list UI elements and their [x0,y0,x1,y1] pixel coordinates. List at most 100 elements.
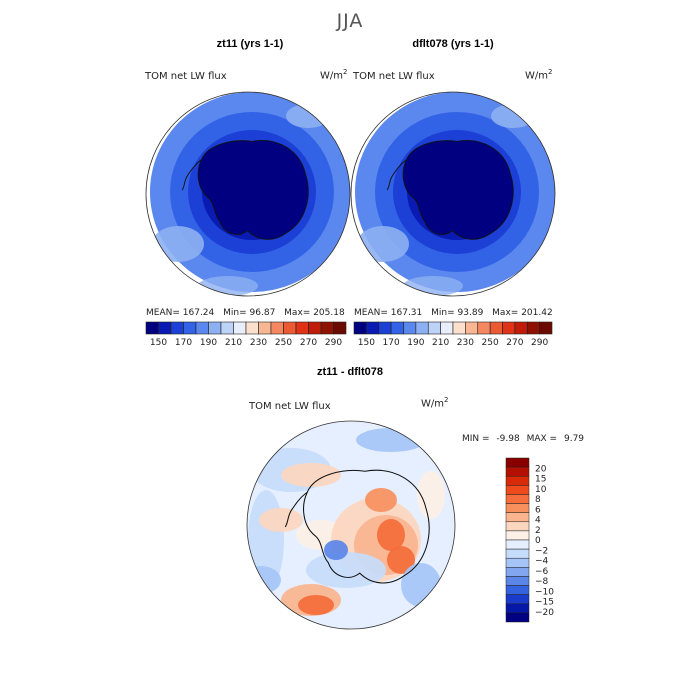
colorbar-tick-label: 190 [407,338,424,348]
colorbar-tick-label: −20 [535,608,554,618]
colorbar-tick-label: 250 [275,338,292,348]
colorbar-swatch [539,321,553,335]
colorbar-swatch [158,321,172,335]
colorbar-swatch [505,585,530,595]
colorbar-swatch [195,321,209,335]
colorbar-tick-label: 150 [358,338,375,348]
colorbar-tick-label: 210 [432,338,449,348]
colorbar-tick-label: −6 [535,567,549,577]
left-max-value: 205.18 [313,308,345,318]
contour-band [357,226,409,262]
right-min-value: 93.89 [457,308,484,318]
colorbar-tick-label: 2 [535,526,541,536]
colorbar-tick-label: −8 [535,577,549,587]
map-field [150,92,350,296]
colorbar-swatch [505,567,530,577]
colorbar-tick-label: 20 [535,464,547,474]
colorbar-swatch [505,503,530,513]
colorbar-tick-label: 270 [300,338,317,348]
colorbar-tick-label: 270 [506,338,523,348]
contour-band [417,471,445,519]
colorbar-swatch [505,521,530,532]
left-map [145,91,351,297]
colorbar-swatch [505,457,530,468]
contour-band [281,463,341,487]
map-border [145,91,351,297]
left-min-label: Min= [223,308,247,318]
left-max-label: Max= [284,308,311,318]
colorbar-swatch [505,548,530,559]
right-map [350,91,556,297]
contour-band [377,519,405,551]
diff-min-label: MIN = [462,434,490,444]
diff-panel-title: zt11 - dflt078 [316,366,384,378]
colorbar-swatch [489,321,503,335]
colorbar-tick-label: −4 [535,557,549,567]
colorbar-swatch [526,321,540,335]
map-field [247,421,455,629]
right-stats: MEAN= 167.31 Min= 93.89 Max= 201.42 [354,308,553,318]
colorbar-swatch [465,321,479,335]
colorbar-swatch [505,466,530,477]
diff-map [246,420,456,630]
contour-band [356,428,426,452]
left-mean-label: MEAN= [146,308,180,318]
colorbar-swatch [378,321,392,335]
colorbar-swatch [390,321,404,335]
contour-band [324,540,348,560]
colorbar-tick-label: 170 [383,338,400,348]
colorbar-swatch [505,530,530,541]
colorbar-swatch [258,321,272,335]
colorbar-tick-label: 230 [457,338,474,348]
colorbar-swatch [308,321,322,335]
colorbar-swatch [295,321,309,335]
right-min-label: Min= [431,308,455,318]
colorbar-tick-label: 6 [535,505,541,515]
right-variable-label: TOM net LW flux [353,71,435,82]
colorbar-swatch [320,321,334,335]
left-stats: MEAN= 167.24 Min= 96.87 Max= 205.18 [146,308,345,318]
colorbar-swatch [452,321,466,335]
colorbar-swatch [427,321,441,335]
colorbar-swatch [505,557,530,568]
colorbar-swatch [220,321,234,335]
left-units-label: W/m2 [320,68,348,82]
colorbar-tick-label: 190 [200,338,217,348]
colorbar-swatch [233,321,247,335]
colorbar-tick-label: 250 [482,338,499,348]
contour-band [286,104,330,128]
colorbar-swatch [505,539,530,550]
colorbar-tick-label: −10 [535,587,554,597]
colorbar-swatch [505,594,530,605]
colorbar-swatch [403,321,417,335]
colorbar-swatch [514,321,528,335]
left-min-value: 96.87 [249,308,276,318]
colorbar-swatch [366,321,380,335]
diff-max-label: MAX = [526,434,558,444]
diff-min-value: -9.98 [496,434,520,444]
colorbar-tick-label: −15 [535,598,554,608]
colorbar-swatch [505,494,530,504]
colorbar-tick-label: 290 [531,338,548,348]
contour-band [306,552,386,588]
diff-max-value: 9.79 [563,434,585,444]
colorbar-swatch [505,576,530,586]
colorbar-swatch [245,321,259,335]
right-mean-value: 167.31 [390,308,423,318]
colorbar-swatch [505,603,530,614]
colorbar-swatch [505,475,530,486]
contour-band [491,104,535,128]
map-field [355,92,555,296]
colorbar-swatch [145,321,159,335]
colorbar-tick-label: 10 [535,485,547,495]
right-panel-title: dflt078 (yrs 1-1) [412,38,494,50]
colorbar-tick-label: 15 [535,475,546,485]
left-variable-label: TOM net LW flux [145,71,227,82]
left-mean-value: 167.24 [182,308,215,318]
colorbar-swatch [283,321,297,335]
left-colorbar: 150 170 190 210 230 250 270 290 [145,321,347,348]
contour-band [298,595,334,615]
right-colorbar: 150 170 190 210 230 250 270 290 [353,321,553,348]
contour-band [401,563,441,607]
